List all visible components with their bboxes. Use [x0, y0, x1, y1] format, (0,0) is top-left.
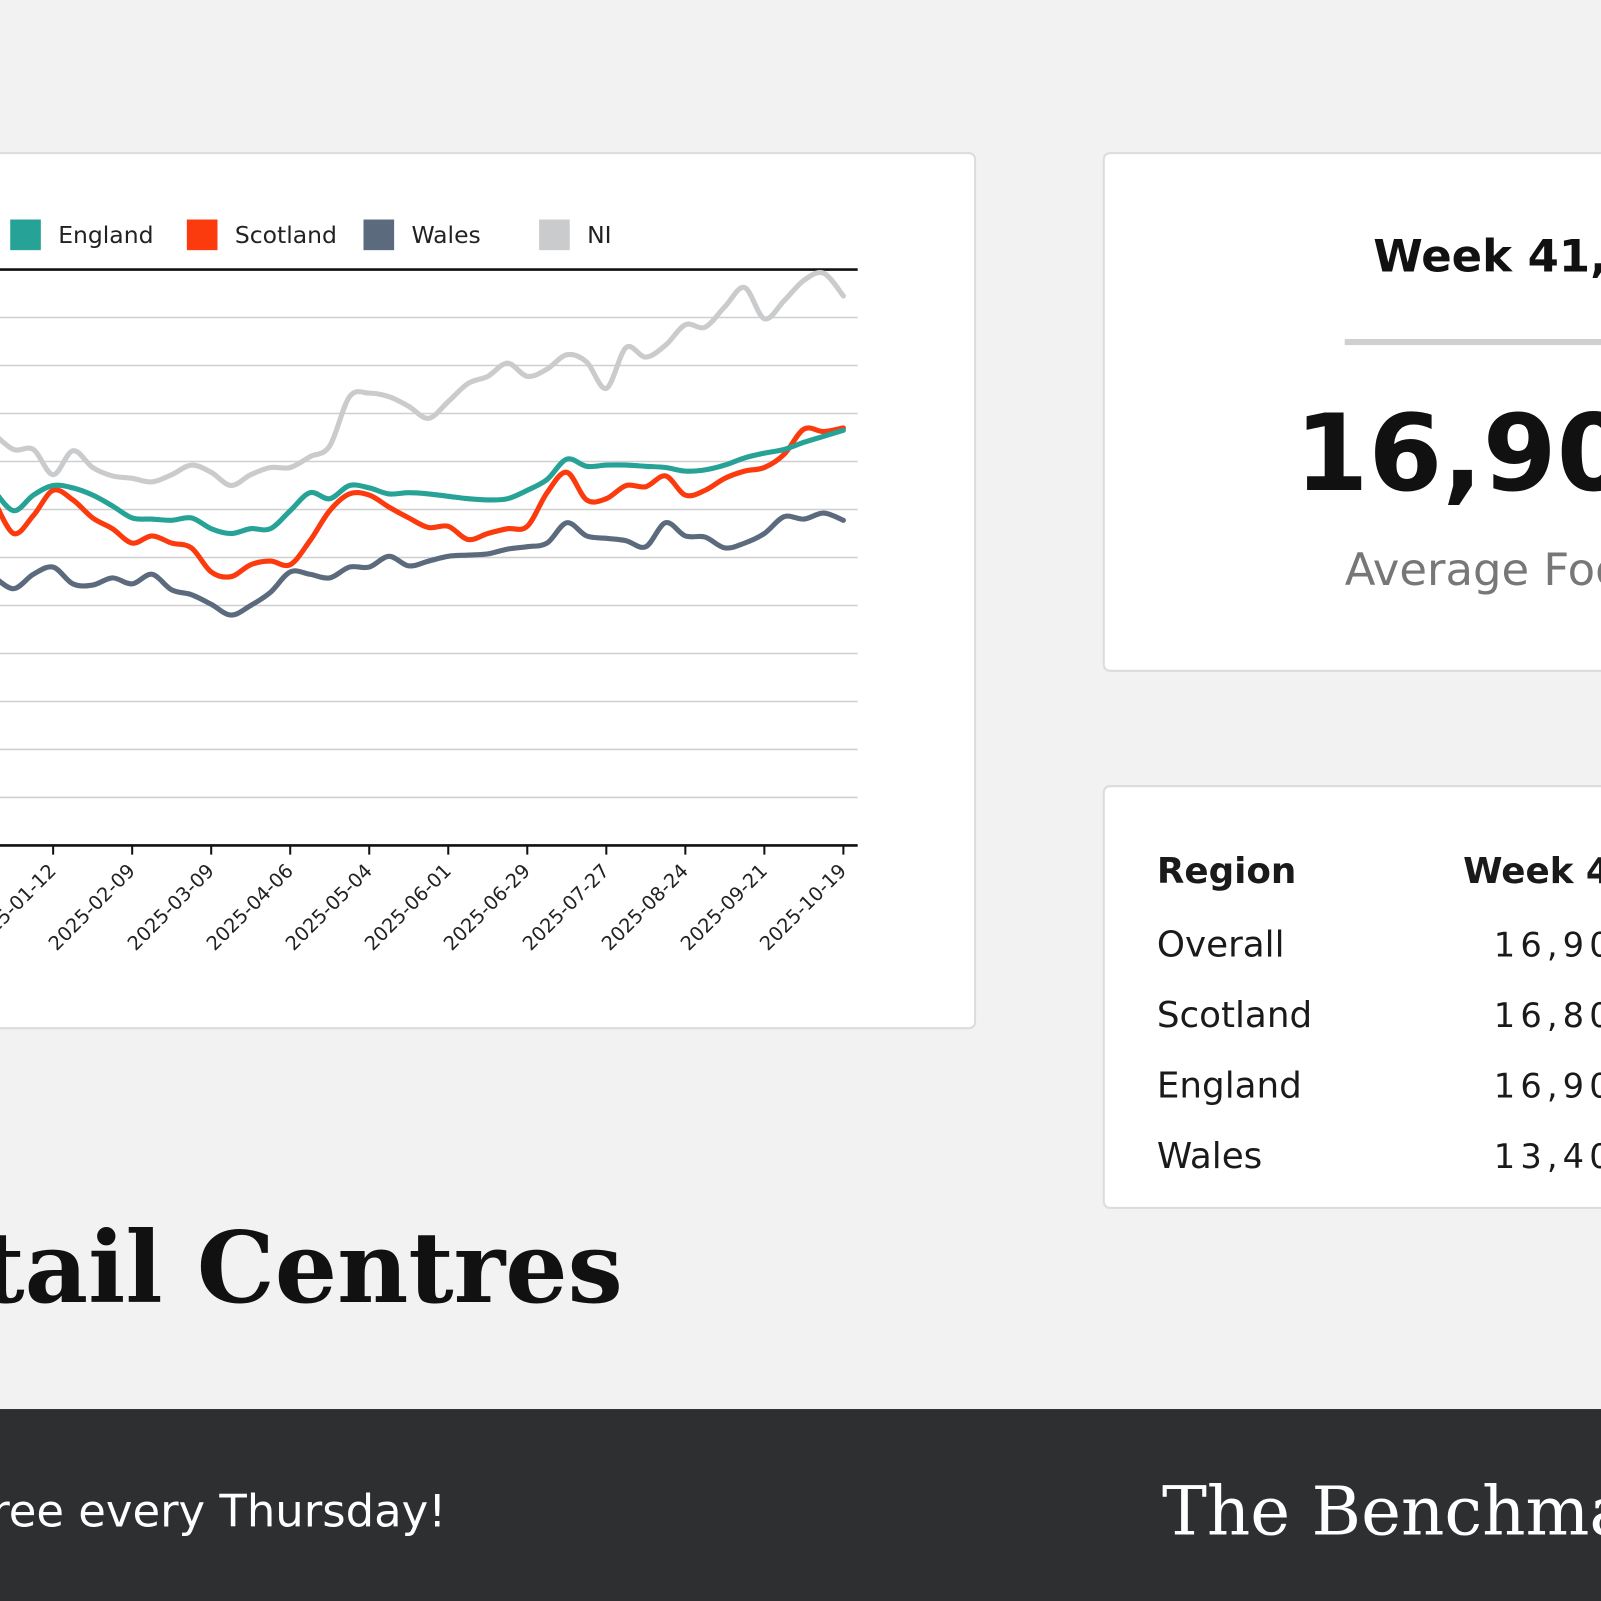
table-value: 13,400: [1494, 1137, 1601, 1176]
footer-brand: The Benchmark: [1162, 1472, 1601, 1551]
legend-label: England: [58, 221, 153, 249]
footer-tagline: Free every Thursday!: [0, 1484, 446, 1537]
table-value: 16,900: [1494, 926, 1601, 965]
summary-card: [1102, 152, 1601, 672]
summary-value: 16,900: [1295, 392, 1601, 516]
table-value: 16,900: [1494, 1067, 1601, 1106]
table-region: Wales: [1157, 1136, 1262, 1177]
summary-label: Average Footfall: [1345, 543, 1601, 596]
legend-swatch: [539, 219, 570, 251]
table-value: 16,800: [1494, 996, 1601, 1035]
legend-swatch: [10, 219, 41, 251]
series-line: [0, 425, 846, 580]
region-table: Region Week 41 Overall 16,900 Scotland 16,800…: [1157, 851, 1601, 1177]
series-line: [0, 510, 846, 618]
legend-swatch: [186, 219, 218, 251]
legend-label: Wales: [411, 221, 480, 249]
table-header: Region: [1157, 851, 1297, 892]
chart-card: [0, 152, 977, 1030]
series-line: [0, 269, 846, 489]
legend-label: NI: [587, 221, 611, 249]
table-region: England: [1157, 1066, 1302, 1107]
summary-heading: Week 41, 2025: [1373, 230, 1601, 283]
table-region: Scotland: [1157, 995, 1312, 1036]
table-card: [1102, 785, 1601, 1209]
series-line: [0, 427, 846, 537]
legend-label: Scotland: [235, 221, 337, 249]
table-header: Week 41: [1463, 851, 1601, 892]
legend-swatch: [363, 219, 395, 251]
footer-bar: [0, 1409, 1601, 1601]
page-title: Retail Centres: [0, 1211, 623, 1326]
table-region: Overall: [1157, 925, 1285, 966]
divider: [1344, 338, 1601, 346]
